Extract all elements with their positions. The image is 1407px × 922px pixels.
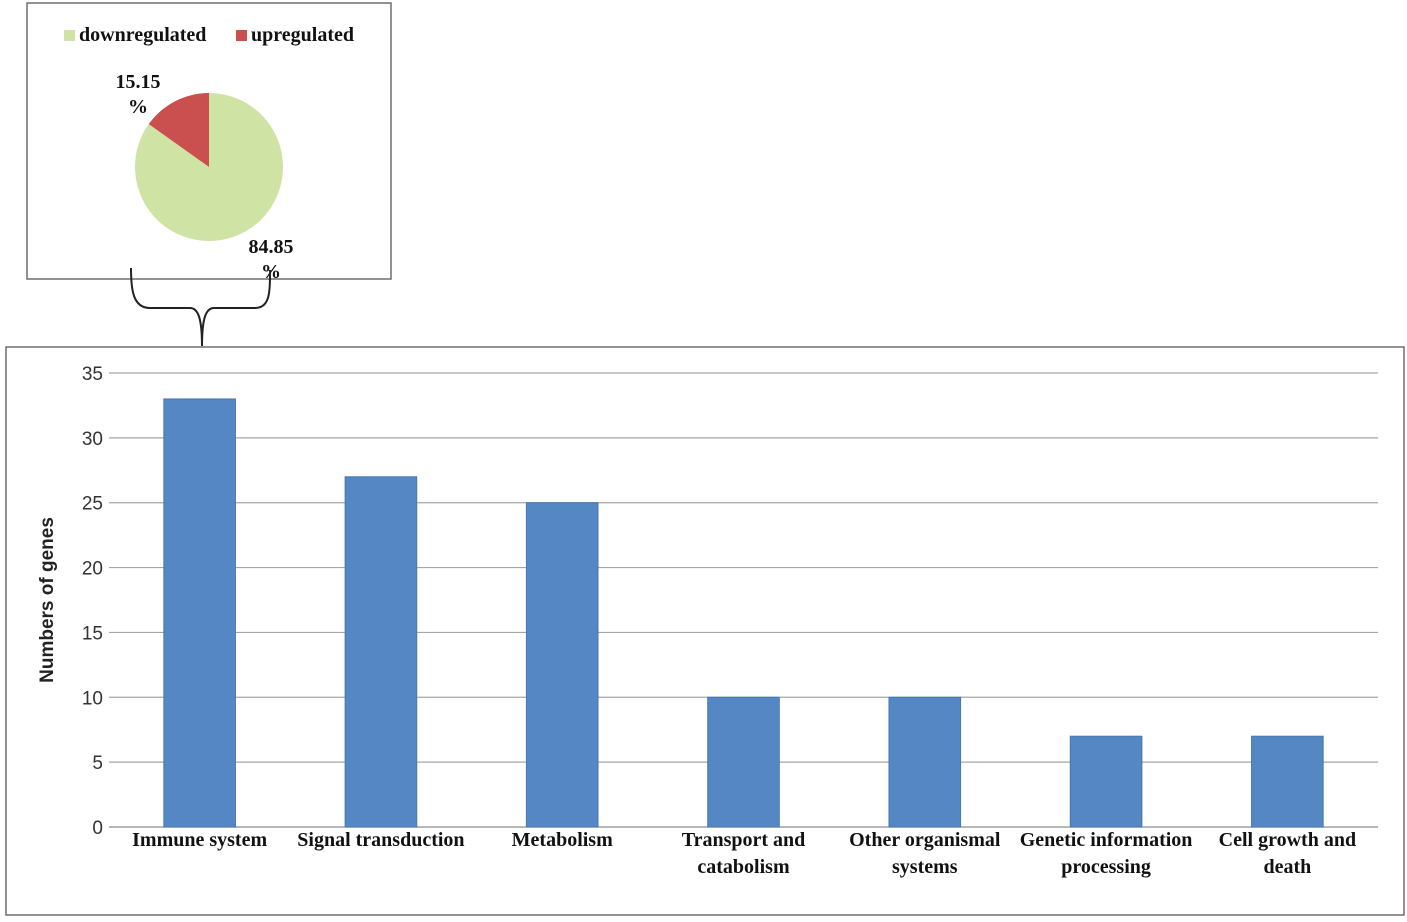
x-tick-label: Transport and [682,829,806,851]
x-tick-label: Signal transduction [297,829,464,851]
y-tick-label: 15 [82,623,103,644]
pie-legend: downregulated upregulated [64,24,354,46]
legend-swatch-upregulated [236,30,247,41]
bar [707,696,780,828]
x-tick-label: systems [892,856,958,878]
y-tick-label: 10 [82,688,103,709]
x-tick-label: Immune system [132,829,267,851]
y-tick-label: 0 [92,818,103,839]
bar [163,398,236,828]
bar [1251,735,1324,828]
legend-label-downregulated: downregulated [79,24,206,46]
legend-label-upregulated: upregulated [251,24,354,46]
y-tick-label: 35 [82,364,103,385]
legend-swatch-downregulated [64,30,75,41]
bar-y-tick-labels: 0 5 10 15 20 25 30 35 [82,364,103,839]
bar-x-tick-labels: Immune system Signal transduction Metaboli… [132,829,1356,878]
y-tick-label: 5 [92,753,103,774]
y-tick-label: 20 [82,559,103,580]
pie-slices [135,93,283,241]
bar [888,696,962,828]
x-tick-label: Cell growth and [1219,829,1356,851]
pie-data-label-value: 15.15 [116,71,161,93]
pie-data-label-unit: % [128,96,148,118]
pie-labels: 15.15% 84.85% [116,71,294,283]
y-tick-label: 30 [82,429,103,450]
bar-bars [163,398,1324,828]
bar-panel [5,346,1405,916]
bar [525,502,599,828]
bar [344,476,418,828]
x-tick-label: death [1263,856,1311,878]
pie-slice-upregulated [148,93,209,167]
x-tick-label: Genetic information [1020,829,1193,851]
pie-data-label-unit: % [261,261,281,283]
bar [1069,735,1143,828]
x-tick-label: Metabolism [512,829,613,851]
x-tick-label: catabolism [697,856,790,878]
brace-connector [130,267,271,347]
y-tick-label: 25 [82,494,103,515]
x-tick-label: processing [1061,856,1151,878]
pie-data-label-value: 84.85 [249,236,294,258]
y-axis-label: Numbers of genes [37,517,58,683]
x-tick-label: Other organismal [849,829,1001,851]
